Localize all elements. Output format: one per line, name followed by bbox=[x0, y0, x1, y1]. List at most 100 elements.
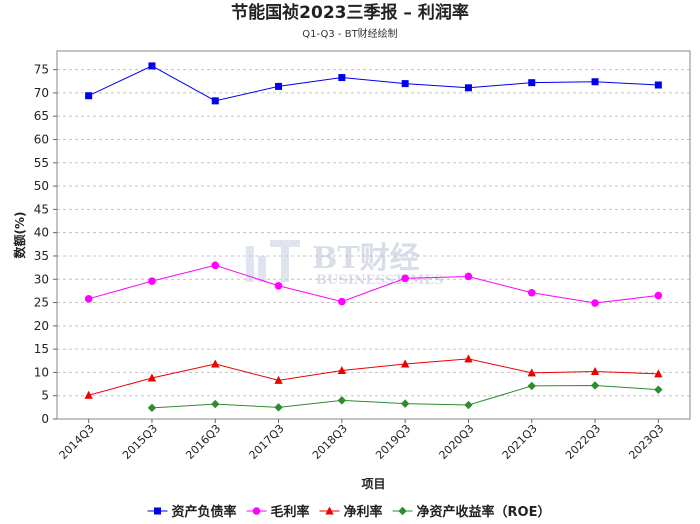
data-point bbox=[84, 390, 93, 399]
data-point bbox=[654, 385, 663, 394]
watermark: BT财经 BUSINESSTIMES bbox=[246, 240, 444, 288]
legend-label: 毛利率 bbox=[271, 504, 310, 520]
x-tick-label: 2017Q3 bbox=[247, 422, 287, 462]
y-tick-label: 65 bbox=[34, 109, 49, 123]
data-point bbox=[148, 62, 156, 70]
x-tick-label: 2016Q3 bbox=[183, 422, 223, 462]
legend-item: 净资产收益率（ROE） bbox=[392, 504, 551, 520]
x-tick-label: 2014Q3 bbox=[57, 422, 97, 462]
legend-marker bbox=[398, 506, 407, 516]
data-point bbox=[591, 299, 599, 307]
y-tick-label: 70 bbox=[34, 86, 49, 100]
y-tick-label: 25 bbox=[34, 296, 49, 310]
y-tick-label: 60 bbox=[34, 133, 49, 147]
y-axis-ticks: 0 5 10 15 20 25 30 35 40 45 50 55 60 65 70 75 bbox=[34, 63, 57, 426]
data-point bbox=[85, 92, 93, 100]
x-tick-label: 2020Q3 bbox=[437, 422, 477, 462]
series-line bbox=[88, 65, 659, 102]
legend: 资产负债率 毛利率 净利率 净资产收益率（ROE） bbox=[147, 504, 551, 520]
y-tick-label: 40 bbox=[34, 226, 49, 240]
data-point bbox=[654, 369, 663, 378]
axes bbox=[56, 50, 691, 420]
data-point bbox=[400, 359, 410, 368]
legend-item: 净利率 bbox=[319, 504, 383, 520]
chart-title: 节能国祯2023三季报 – 利润率 bbox=[231, 2, 469, 23]
x-tick-label: 2022Q3 bbox=[563, 422, 603, 462]
data-point bbox=[654, 291, 663, 300]
y-tick-label: 75 bbox=[34, 63, 49, 77]
data-point bbox=[148, 277, 156, 285]
series-line bbox=[88, 264, 659, 304]
data-point bbox=[464, 84, 472, 92]
data-point bbox=[527, 368, 536, 377]
data-point bbox=[211, 359, 220, 368]
x-tick-label: 2018Q3 bbox=[310, 422, 350, 462]
x-tick-label: 2019Q3 bbox=[373, 422, 413, 462]
x-axis-title: 项目 bbox=[361, 477, 385, 491]
y-tick-label: 5 bbox=[41, 389, 49, 403]
y-tick-label: 55 bbox=[34, 156, 49, 170]
data-point bbox=[338, 74, 346, 82]
watermark-sub: BUSINESSTIMES bbox=[316, 273, 444, 288]
x-tick-label: 2021Q3 bbox=[500, 422, 540, 462]
legend-marker bbox=[252, 507, 261, 515]
data-point bbox=[338, 297, 346, 306]
y-tick-label: 45 bbox=[34, 202, 49, 216]
legend-label: 资产负债率 bbox=[172, 504, 237, 520]
series-line bbox=[88, 358, 659, 396]
watermark-brand: BT财经 bbox=[312, 241, 420, 276]
data-point bbox=[590, 381, 600, 390]
plot-area bbox=[57, 51, 690, 419]
x-tick-label: 2023Q3 bbox=[626, 422, 666, 462]
y-tick-label: 35 bbox=[34, 249, 49, 263]
legend-item: 资产负债率 bbox=[147, 504, 237, 520]
data-point bbox=[464, 400, 473, 410]
data-point bbox=[591, 78, 599, 86]
y-tick-label: 0 bbox=[41, 412, 49, 426]
chart-subtitle: Q1-Q3 - BT财经绘制 bbox=[302, 27, 397, 40]
data-point bbox=[464, 272, 473, 281]
legend-marker bbox=[325, 506, 334, 515]
y-tick-label: 10 bbox=[34, 365, 49, 379]
data-point bbox=[400, 399, 410, 408]
data-point bbox=[401, 80, 409, 88]
data-point bbox=[654, 81, 662, 89]
data-point bbox=[274, 375, 283, 384]
data-point bbox=[401, 274, 409, 283]
data-point bbox=[527, 381, 536, 391]
series-group bbox=[84, 62, 663, 413]
data-point bbox=[211, 261, 220, 270]
data-point bbox=[337, 366, 347, 375]
data-point bbox=[84, 295, 93, 303]
data-point bbox=[590, 366, 600, 375]
series-4 bbox=[147, 381, 663, 413]
data-point bbox=[274, 403, 283, 412]
plot-background bbox=[57, 51, 690, 419]
legend-item: 毛利率 bbox=[246, 504, 310, 520]
series-1 bbox=[85, 62, 662, 105]
x-axis-ticks: 2014Q3 2015Q3 2016Q3 2017Q3 2018Q3 2019Q3 2020… bbox=[57, 419, 666, 462]
y-tick-label: 15 bbox=[34, 342, 49, 356]
series-3 bbox=[84, 354, 663, 399]
watermark-logo-icon bbox=[246, 240, 300, 282]
data-point bbox=[147, 403, 157, 413]
data-point bbox=[211, 399, 220, 409]
x-tick-label: 2015Q3 bbox=[120, 422, 160, 462]
data-point bbox=[527, 288, 536, 297]
legend-label: 净利率 bbox=[344, 504, 383, 520]
y-tick-label: 30 bbox=[34, 272, 49, 286]
data-point bbox=[211, 97, 219, 105]
data-point bbox=[147, 373, 157, 382]
y-tick-label: 20 bbox=[34, 319, 49, 333]
y-tick-label: 50 bbox=[34, 179, 49, 193]
legend-marker bbox=[154, 507, 161, 515]
data-point bbox=[337, 396, 347, 405]
series-2 bbox=[84, 261, 663, 307]
data-point bbox=[464, 354, 473, 363]
legend-label: 净资产收益率（ROE） bbox=[417, 504, 551, 520]
plot-border bbox=[56, 50, 691, 420]
data-point bbox=[275, 82, 283, 90]
y-axis-title: 数额(%) bbox=[12, 212, 27, 259]
data-point bbox=[274, 281, 283, 290]
